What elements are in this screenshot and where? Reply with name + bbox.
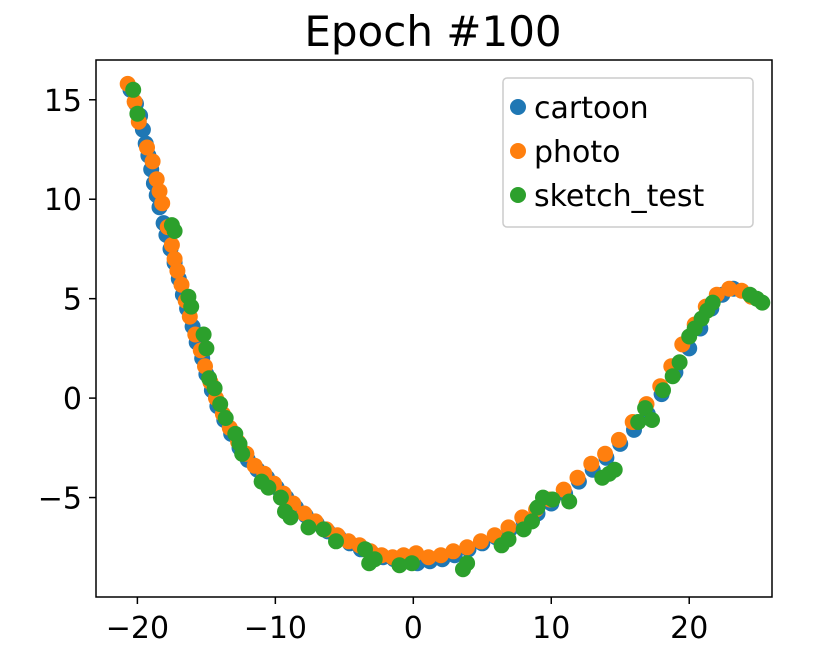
point-photo-63 — [721, 280, 738, 297]
point-photo-51 — [569, 469, 586, 486]
point-sketch_test-20 — [300, 519, 317, 536]
point-sketch_test-40 — [606, 461, 623, 478]
point-sketch_test-0 — [125, 81, 142, 98]
point-photo-50 — [555, 481, 572, 498]
point-photo-40 — [420, 549, 437, 566]
point-photo-6 — [151, 183, 168, 200]
point-sketch_test-44 — [655, 382, 671, 399]
legend-label-photo: photo — [534, 135, 621, 170]
point-sketch_test-29 — [459, 555, 476, 572]
point-sketch_test-42 — [637, 400, 654, 417]
point-photo-44 — [472, 533, 489, 550]
point-sketch_test-26 — [391, 557, 408, 574]
legend-marker-photo — [510, 143, 526, 159]
point-sketch_test-22 — [328, 533, 344, 550]
point-sketch_test-11 — [217, 410, 234, 426]
legend-label-cartoon: cartoon — [534, 91, 649, 126]
point-sketch_test-41 — [630, 414, 647, 430]
point-photo-4 — [144, 153, 161, 170]
point-photo-5 — [148, 171, 165, 188]
x-tick-label: 20 — [670, 611, 708, 646]
point-sketch_test-27 — [403, 555, 420, 572]
point-photo-46 — [500, 519, 517, 536]
x-tick-label: −10 — [244, 611, 307, 646]
y-tick-label: 5 — [63, 283, 82, 318]
point-photo-12 — [173, 276, 190, 293]
point-photo-53 — [597, 445, 614, 462]
point-sketch_test-31 — [500, 531, 517, 548]
point-sketch_test-14 — [234, 445, 251, 462]
point-sketch_test-46 — [671, 354, 688, 371]
point-sketch_test-54 — [754, 294, 771, 311]
point-sketch_test-21 — [315, 521, 332, 538]
point-sketch_test-43 — [644, 412, 660, 428]
legend-marker-sketch_test — [510, 187, 526, 203]
point-sketch_test-17 — [272, 489, 289, 506]
point-sketch_test-9 — [206, 380, 223, 397]
point-sketch_test-25 — [366, 551, 383, 568]
point-sketch_test-51 — [704, 294, 721, 311]
point-sketch_test-5 — [183, 298, 200, 315]
point-photo-3 — [139, 139, 155, 156]
point-photo-41 — [432, 547, 449, 564]
x-tick-label: 0 — [404, 611, 423, 646]
y-tick-label: 0 — [63, 382, 82, 417]
point-sketch_test-37 — [561, 493, 578, 510]
point-sketch_test-33 — [524, 513, 540, 530]
point-photo-9 — [163, 237, 180, 253]
point-sketch_test-1 — [129, 105, 146, 122]
point-sketch_test-36 — [544, 491, 561, 508]
x-tick-label: −20 — [106, 611, 169, 646]
plot-frame — [95, 59, 773, 598]
point-photo-52 — [583, 455, 600, 472]
point-sketch_test-19 — [282, 509, 299, 526]
legend-frame — [502, 77, 754, 228]
point-photo-29 — [296, 505, 313, 522]
point-sketch_test-3 — [166, 223, 183, 239]
y-tick-label: −5 — [38, 482, 82, 517]
ticks-layer: −20 −10 0 10 20 −5 0 5 10 15 — [38, 84, 709, 646]
point-sketch_test-45 — [664, 368, 681, 385]
y-tick-label: 15 — [44, 84, 82, 119]
points-layer — [119, 75, 771, 578]
legend-marker-cartoon — [510, 99, 526, 115]
legend-label-sketch_test: sketch_test — [534, 179, 705, 214]
chart-title: Epoch #100 — [304, 7, 561, 56]
legend: cartoon photo sketch_test — [502, 77, 754, 228]
point-sketch_test-16 — [260, 479, 277, 496]
point-sketch_test-10 — [212, 396, 229, 413]
point-photo-43 — [459, 539, 476, 556]
point-sketch_test-7 — [198, 340, 215, 357]
y-tick-label: 10 — [44, 183, 82, 218]
x-tick-label: 10 — [532, 611, 570, 646]
point-photo-42 — [445, 543, 462, 560]
point-photo-11 — [169, 262, 186, 279]
point-sketch_test-23 — [357, 541, 373, 558]
point-photo-7 — [154, 195, 171, 212]
point-sketch_test-6 — [195, 326, 212, 343]
point-photo-54 — [610, 431, 627, 448]
